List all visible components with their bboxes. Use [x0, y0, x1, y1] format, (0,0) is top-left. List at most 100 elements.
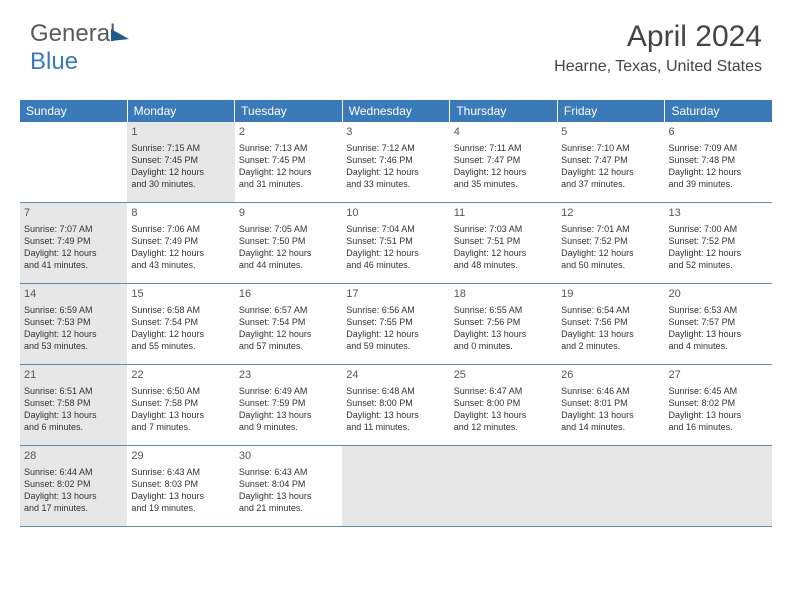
day-cell: 12Sunrise: 7:01 AMSunset: 7:52 PMDayligh…	[557, 203, 664, 283]
month-title: April 2024	[554, 20, 762, 54]
day-daylight2: and 11 minutes.	[346, 421, 445, 433]
day-daylight2: and 52 minutes.	[669, 259, 768, 271]
day-daylight1: Daylight: 12 hours	[131, 328, 230, 340]
location: Hearne, Texas, United States	[554, 58, 762, 76]
day-cell: 21Sunrise: 6:51 AMSunset: 7:58 PMDayligh…	[20, 365, 127, 445]
day-sunset: Sunset: 7:46 PM	[346, 154, 445, 166]
day-daylight1: Daylight: 13 hours	[239, 409, 338, 421]
day-sunrise: Sunrise: 7:11 AM	[454, 142, 553, 154]
day-sunrise: Sunrise: 6:53 AM	[669, 304, 768, 316]
day-sunset: Sunset: 7:47 PM	[561, 154, 660, 166]
day-number: 5	[561, 125, 660, 140]
day-number: 24	[346, 368, 445, 383]
day-daylight2: and 57 minutes.	[239, 340, 338, 352]
weekday-thursday: Thursday	[450, 100, 558, 122]
day-daylight1: Daylight: 12 hours	[24, 328, 123, 340]
day-daylight2: and 12 minutes.	[454, 421, 553, 433]
day-daylight1: Daylight: 13 hours	[561, 409, 660, 421]
day-cell: 20Sunrise: 6:53 AMSunset: 7:57 PMDayligh…	[665, 284, 772, 364]
day-daylight1: Daylight: 12 hours	[346, 166, 445, 178]
day-number: 12	[561, 206, 660, 221]
day-sunrise: Sunrise: 7:13 AM	[239, 142, 338, 154]
day-daylight2: and 48 minutes.	[454, 259, 553, 271]
day-daylight1: Daylight: 12 hours	[131, 166, 230, 178]
day-sunset: Sunset: 7:52 PM	[561, 235, 660, 247]
day-number: 17	[346, 287, 445, 302]
day-number: 15	[131, 287, 230, 302]
day-sunset: Sunset: 8:02 PM	[669, 397, 768, 409]
day-sunrise: Sunrise: 6:54 AM	[561, 304, 660, 316]
day-cell: 29Sunrise: 6:43 AMSunset: 8:03 PMDayligh…	[127, 446, 234, 526]
week-row: 28Sunrise: 6:44 AMSunset: 8:02 PMDayligh…	[20, 446, 772, 527]
day-sunset: Sunset: 7:56 PM	[561, 316, 660, 328]
day-cell	[557, 446, 664, 526]
day-daylight1: Daylight: 13 hours	[454, 328, 553, 340]
day-cell: 30Sunrise: 6:43 AMSunset: 8:04 PMDayligh…	[235, 446, 342, 526]
day-number: 16	[239, 287, 338, 302]
day-sunset: Sunset: 7:55 PM	[346, 316, 445, 328]
day-sunrise: Sunrise: 6:58 AM	[131, 304, 230, 316]
day-number: 21	[24, 368, 123, 383]
week-row: 21Sunrise: 6:51 AMSunset: 7:58 PMDayligh…	[20, 365, 772, 446]
day-number: 10	[346, 206, 445, 221]
day-sunset: Sunset: 7:57 PM	[669, 316, 768, 328]
logo: General Blue	[30, 20, 129, 76]
day-daylight1: Daylight: 12 hours	[454, 247, 553, 259]
day-cell	[342, 446, 449, 526]
day-cell	[665, 446, 772, 526]
day-sunset: Sunset: 7:51 PM	[346, 235, 445, 247]
day-sunrise: Sunrise: 7:15 AM	[131, 142, 230, 154]
day-sunrise: Sunrise: 7:06 AM	[131, 223, 230, 235]
day-sunrise: Sunrise: 6:59 AM	[24, 304, 123, 316]
day-cell: 14Sunrise: 6:59 AMSunset: 7:53 PMDayligh…	[20, 284, 127, 364]
day-sunset: Sunset: 8:00 PM	[346, 397, 445, 409]
day-sunset: Sunset: 7:49 PM	[131, 235, 230, 247]
header-right: April 2024 Hearne, Texas, United States	[554, 20, 762, 76]
day-number: 26	[561, 368, 660, 383]
day-sunrise: Sunrise: 7:04 AM	[346, 223, 445, 235]
day-number: 28	[24, 449, 123, 464]
day-number: 8	[131, 206, 230, 221]
day-sunset: Sunset: 8:03 PM	[131, 478, 230, 490]
weekday-row: Sunday Monday Tuesday Wednesday Thursday…	[20, 100, 772, 122]
day-daylight1: Daylight: 12 hours	[561, 247, 660, 259]
day-number: 9	[239, 206, 338, 221]
day-cell: 5Sunrise: 7:10 AMSunset: 7:47 PMDaylight…	[557, 122, 664, 202]
day-sunrise: Sunrise: 6:45 AM	[669, 385, 768, 397]
day-daylight1: Daylight: 13 hours	[131, 409, 230, 421]
day-daylight2: and 16 minutes.	[669, 421, 768, 433]
day-daylight1: Daylight: 13 hours	[24, 490, 123, 502]
day-cell: 3Sunrise: 7:12 AMSunset: 7:46 PMDaylight…	[342, 122, 449, 202]
day-number: 19	[561, 287, 660, 302]
day-number: 22	[131, 368, 230, 383]
day-cell	[20, 122, 127, 202]
day-number: 14	[24, 287, 123, 302]
logo-text-1: General	[30, 20, 115, 47]
day-sunrise: Sunrise: 7:00 AM	[669, 223, 768, 235]
day-cell: 2Sunrise: 7:13 AMSunset: 7:45 PMDaylight…	[235, 122, 342, 202]
day-number: 29	[131, 449, 230, 464]
day-daylight2: and 41 minutes.	[24, 259, 123, 271]
day-number: 6	[669, 125, 768, 140]
day-cell: 23Sunrise: 6:49 AMSunset: 7:59 PMDayligh…	[235, 365, 342, 445]
day-sunset: Sunset: 7:50 PM	[239, 235, 338, 247]
day-daylight1: Daylight: 13 hours	[131, 490, 230, 502]
day-sunrise: Sunrise: 6:48 AM	[346, 385, 445, 397]
day-sunset: Sunset: 7:47 PM	[454, 154, 553, 166]
weekday-tuesday: Tuesday	[235, 100, 343, 122]
day-cell: 26Sunrise: 6:46 AMSunset: 8:01 PMDayligh…	[557, 365, 664, 445]
day-daylight1: Daylight: 12 hours	[239, 247, 338, 259]
day-sunrise: Sunrise: 6:43 AM	[239, 466, 338, 478]
logo-text-2: Blue	[30, 48, 78, 75]
day-daylight1: Daylight: 12 hours	[669, 247, 768, 259]
day-daylight1: Daylight: 12 hours	[239, 166, 338, 178]
logo-triangle-icon	[111, 29, 129, 41]
day-number: 11	[454, 206, 553, 221]
day-sunset: Sunset: 7:45 PM	[239, 154, 338, 166]
day-sunrise: Sunrise: 6:55 AM	[454, 304, 553, 316]
day-daylight2: and 17 minutes.	[24, 502, 123, 514]
day-number: 20	[669, 287, 768, 302]
day-sunrise: Sunrise: 6:57 AM	[239, 304, 338, 316]
day-daylight2: and 19 minutes.	[131, 502, 230, 514]
day-daylight1: Daylight: 13 hours	[454, 409, 553, 421]
